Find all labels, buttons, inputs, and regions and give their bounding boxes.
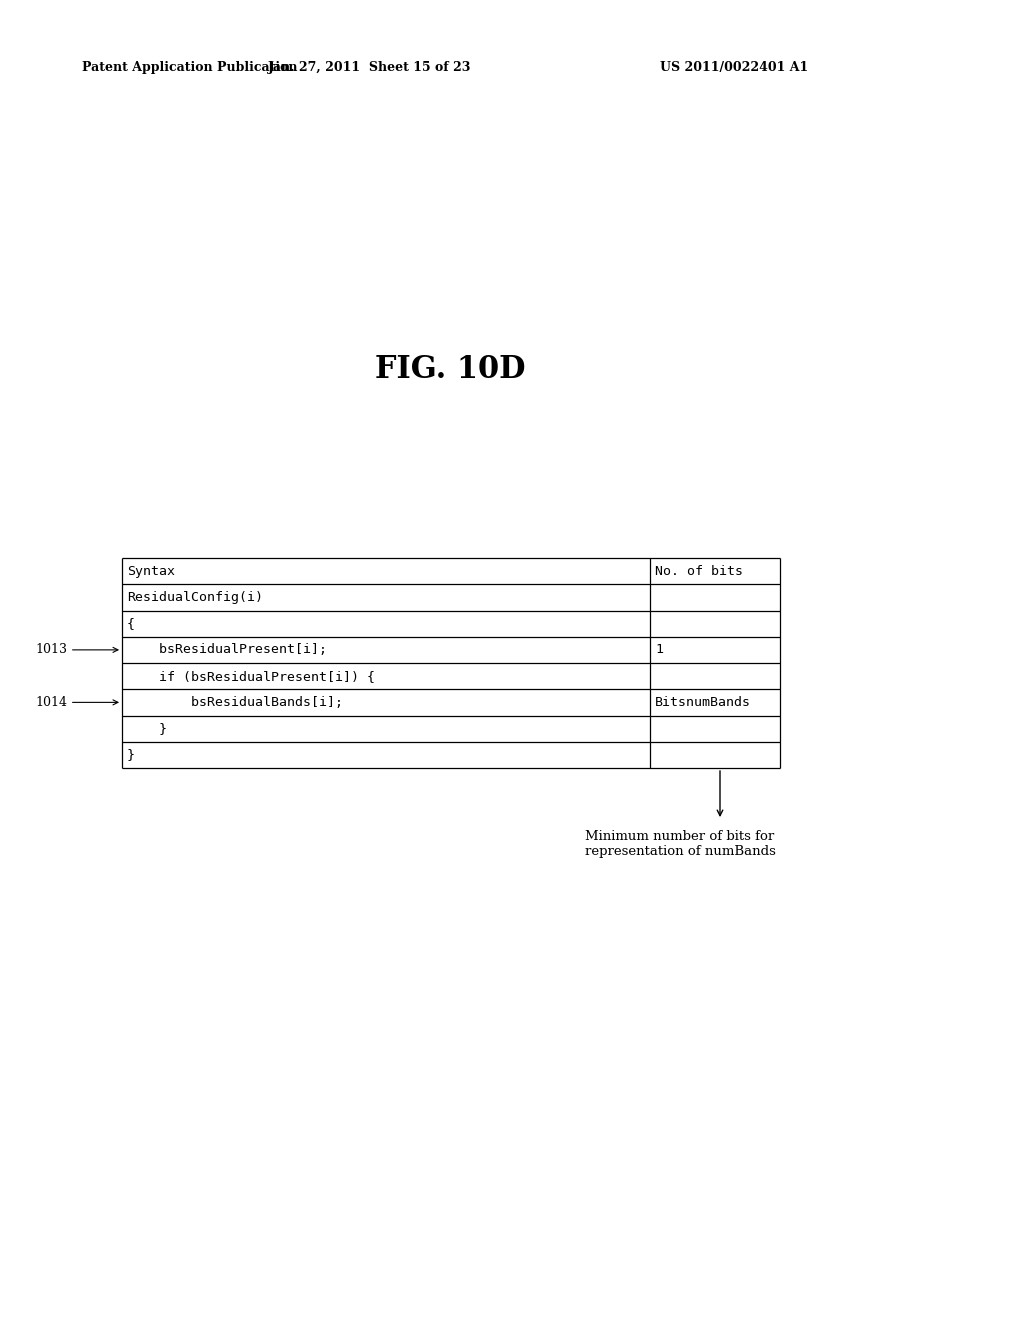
Text: ResidualConfig(i): ResidualConfig(i)	[127, 591, 263, 603]
Text: No. of bits: No. of bits	[655, 565, 743, 578]
Text: Patent Application Publication: Patent Application Publication	[82, 62, 298, 74]
Text: {: {	[127, 618, 135, 630]
Text: BitsnumBands: BitsnumBands	[655, 696, 751, 709]
Text: bsResidualBands[i];: bsResidualBands[i];	[127, 696, 343, 709]
Text: 1013: 1013	[35, 643, 118, 656]
Text: US 2011/0022401 A1: US 2011/0022401 A1	[660, 62, 808, 74]
Text: Syntax: Syntax	[127, 565, 175, 578]
Text: bsResidualPresent[i];: bsResidualPresent[i];	[127, 643, 327, 656]
Text: FIG. 10D: FIG. 10D	[375, 355, 525, 385]
Text: Minimum number of bits for
representation of numBands: Minimum number of bits for representatio…	[585, 830, 776, 858]
Text: if (bsResidualPresent[i]) {: if (bsResidualPresent[i]) {	[127, 669, 375, 682]
Text: }: }	[127, 722, 167, 735]
Text: 1: 1	[655, 643, 663, 656]
Text: 1014: 1014	[35, 696, 118, 709]
Text: }: }	[127, 748, 135, 762]
Text: Jan. 27, 2011  Sheet 15 of 23: Jan. 27, 2011 Sheet 15 of 23	[268, 62, 472, 74]
